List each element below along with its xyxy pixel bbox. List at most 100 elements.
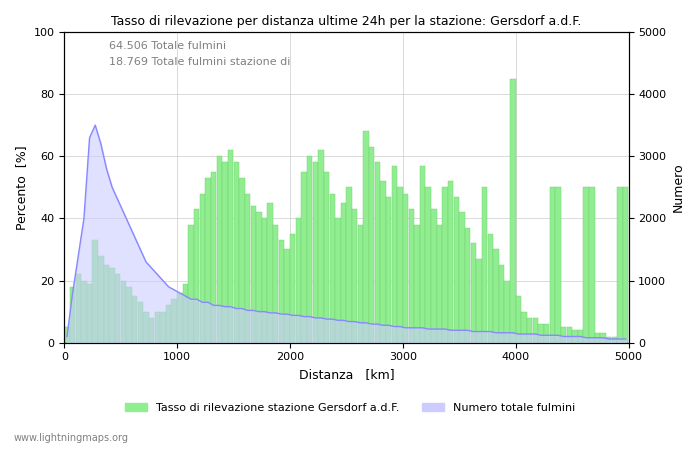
Bar [448, 181, 454, 343]
Bar [324, 172, 329, 343]
Bar [81, 280, 87, 343]
Bar [397, 187, 402, 343]
Bar [403, 194, 408, 343]
Bar [346, 187, 352, 343]
Bar [442, 187, 448, 343]
Bar [533, 318, 538, 343]
Bar [420, 166, 425, 343]
Bar [527, 318, 533, 343]
Bar [172, 299, 177, 343]
Text: 18.769 Totale fulmini stazione di: 18.769 Totale fulmini stazione di [109, 57, 290, 67]
Bar [363, 131, 369, 343]
Bar [104, 265, 109, 343]
Bar [538, 324, 544, 343]
Bar [494, 249, 498, 343]
Bar [127, 287, 132, 343]
Bar [188, 225, 194, 343]
Text: 64.506 Totale fulmini: 64.506 Totale fulmini [109, 41, 227, 51]
Bar [409, 209, 414, 343]
Bar [194, 209, 199, 343]
Legend: Tasso di rilevazione stazione Gersdorf a.d.F., Numero totale fulmini: Tasso di rilevazione stazione Gersdorf a… [120, 399, 580, 418]
Bar [138, 302, 143, 343]
Bar [374, 162, 380, 343]
Bar [318, 150, 323, 343]
Bar [166, 306, 172, 343]
Bar [183, 284, 188, 343]
X-axis label: Distanza   [km]: Distanza [km] [299, 368, 394, 381]
Bar [87, 284, 92, 343]
Bar [555, 187, 561, 343]
Bar [561, 327, 566, 343]
Bar [245, 194, 251, 343]
Bar [459, 212, 465, 343]
Bar [578, 330, 583, 343]
Bar [256, 212, 262, 343]
Bar [295, 218, 301, 343]
Bar [160, 312, 166, 343]
Bar [617, 187, 623, 343]
Bar [595, 333, 600, 343]
Bar [476, 259, 482, 343]
Bar [380, 181, 386, 343]
Bar [414, 225, 419, 343]
Bar [510, 79, 515, 343]
Bar [623, 187, 629, 343]
Bar [92, 240, 98, 343]
Bar [437, 225, 442, 343]
Bar [70, 287, 76, 343]
Bar [369, 147, 375, 343]
Bar [454, 197, 459, 343]
Bar [386, 197, 391, 343]
Bar [522, 312, 527, 343]
Text: www.lightningmaps.org: www.lightningmaps.org [14, 433, 129, 443]
Bar [223, 162, 228, 343]
Bar [431, 209, 437, 343]
Bar [205, 178, 211, 343]
Bar [341, 203, 346, 343]
Bar [262, 218, 267, 343]
Bar [109, 268, 115, 343]
Y-axis label: Percento  [%]: Percento [%] [15, 145, 28, 230]
Bar [279, 240, 284, 343]
Title: Tasso di rilevazione per distanza ultime 24h per la stazione: Gersdorf a.d.F.: Tasso di rilevazione per distanza ultime… [111, 15, 582, 28]
Bar [216, 156, 222, 343]
Bar [313, 162, 318, 343]
Bar [115, 274, 120, 343]
Bar [584, 187, 589, 343]
Bar [470, 243, 476, 343]
Bar [64, 327, 70, 343]
Bar [144, 312, 148, 343]
Bar [566, 327, 572, 343]
Bar [505, 280, 510, 343]
Bar [465, 228, 470, 343]
Bar [612, 337, 617, 343]
Bar [284, 249, 290, 343]
Bar [239, 178, 244, 343]
Bar [98, 256, 104, 343]
Bar [273, 225, 279, 343]
Bar [572, 330, 578, 343]
Bar [606, 337, 611, 343]
Bar [307, 156, 312, 343]
Bar [267, 203, 273, 343]
Bar [330, 194, 335, 343]
Bar [155, 312, 160, 343]
Bar [177, 293, 183, 343]
Bar [601, 333, 606, 343]
Bar [76, 274, 81, 343]
Bar [199, 194, 205, 343]
Bar [228, 150, 233, 343]
Bar [234, 162, 239, 343]
Bar [132, 296, 137, 343]
Bar [499, 265, 504, 343]
Bar [211, 172, 216, 343]
Bar [589, 187, 594, 343]
Bar [251, 206, 256, 343]
Bar [544, 324, 550, 343]
Bar [149, 318, 154, 343]
Bar [391, 166, 397, 343]
Bar [335, 218, 341, 343]
Y-axis label: Numero: Numero [672, 162, 685, 212]
Bar [550, 187, 555, 343]
Bar [487, 234, 493, 343]
